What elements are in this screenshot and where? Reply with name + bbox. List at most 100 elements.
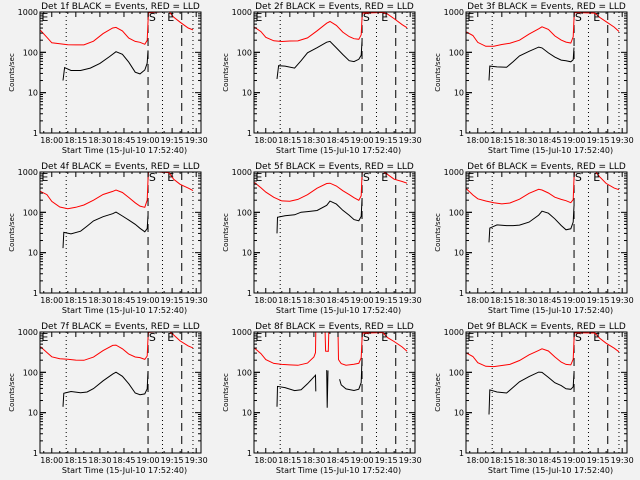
x-tick-label: 18:45 bbox=[326, 456, 349, 465]
y-tick-label: 10 bbox=[242, 89, 252, 98]
panel-title: Det 2f BLACK = Events, RED = LLD bbox=[255, 2, 414, 12]
y-tick-label: 10 bbox=[242, 249, 252, 258]
series-events bbox=[62, 211, 149, 249]
x-tick-label: 19:15 bbox=[161, 296, 184, 305]
panel-title: Det 4f BLACK = Events, RED = LLD bbox=[41, 162, 200, 172]
marker-letter: S bbox=[149, 331, 156, 344]
x-tick-label: 18:00 bbox=[40, 136, 63, 145]
x-tick-label: 18:15 bbox=[490, 136, 513, 145]
x-tick-label: 19:30 bbox=[185, 136, 208, 145]
series-lld bbox=[40, 332, 194, 361]
x-tick-label: 18:00 bbox=[40, 456, 63, 465]
marker-letter: S bbox=[363, 11, 370, 24]
panel-title: Det 6f BLACK = Events, RED = LLD bbox=[467, 162, 626, 172]
y-tick-label: 100 bbox=[237, 368, 252, 377]
panel-title: Det 8f BLACK = Events, RED = LLD bbox=[255, 322, 414, 332]
panel-title: Det 7f BLACK = Events, RED = LLD bbox=[41, 322, 200, 332]
x-tick-label: 18:00 bbox=[254, 456, 277, 465]
y-tick-label: 1000 bbox=[18, 168, 38, 177]
y-tick-label: 100 bbox=[449, 48, 464, 57]
y-tick-label: 1 bbox=[459, 449, 464, 458]
series-events bbox=[62, 370, 149, 407]
marker-letter: E bbox=[593, 171, 600, 184]
y-axis-label: Counts/sec bbox=[8, 213, 16, 252]
marker-letter: E bbox=[255, 171, 262, 184]
marker-letter: S bbox=[575, 331, 582, 344]
x-tick-label: 19:00 bbox=[351, 456, 374, 465]
x-tick-label: 18:00 bbox=[254, 136, 277, 145]
y-tick-label: 100 bbox=[23, 48, 38, 57]
y-tick-label: 1000 bbox=[18, 8, 38, 17]
y-tick-label: 1000 bbox=[232, 168, 252, 177]
y-tick-label: 1 bbox=[247, 289, 252, 298]
marker-letter: S bbox=[363, 171, 370, 184]
plot-frame bbox=[39, 331, 202, 454]
x-axis-label: Start Time (15-Jul-10 17:52:40) bbox=[488, 146, 613, 155]
series-events bbox=[488, 205, 575, 243]
x-tick-label: 19:30 bbox=[611, 136, 634, 145]
y-tick-label: 1000 bbox=[232, 328, 252, 337]
y-tick-label: 100 bbox=[23, 208, 38, 217]
x-axis-label: Start Time (15-Jul-10 17:52:40) bbox=[276, 146, 401, 155]
x-tick-label: 18:00 bbox=[40, 296, 63, 305]
marker-letter: E bbox=[593, 331, 600, 344]
x-tick-label: 18:45 bbox=[538, 136, 561, 145]
y-tick-label: 10 bbox=[28, 249, 38, 258]
y-tick-label: 10 bbox=[454, 249, 464, 258]
y-tick-label: 1 bbox=[459, 129, 464, 138]
plot-frame bbox=[465, 331, 628, 454]
x-tick-label: 19:00 bbox=[563, 456, 586, 465]
x-tick-label: 18:30 bbox=[514, 296, 537, 305]
series-events bbox=[62, 50, 149, 81]
y-tick-label: 1000 bbox=[444, 8, 464, 17]
marker-letter: E bbox=[41, 331, 48, 344]
x-tick-label: 19:00 bbox=[563, 296, 586, 305]
x-tick-label: 19:15 bbox=[375, 136, 398, 145]
x-tick-label: 18:15 bbox=[278, 456, 301, 465]
x-axis-label: Start Time (15-Jul-10 17:52:40) bbox=[62, 306, 187, 315]
x-tick-label: 18:30 bbox=[302, 456, 325, 465]
plot-frame bbox=[465, 171, 628, 294]
series-lld bbox=[254, 12, 408, 43]
x-tick-label: 18:30 bbox=[514, 136, 537, 145]
panel-title: Det 3f BLACK = Events, RED = LLD bbox=[467, 2, 626, 12]
x-tick-label: 18:30 bbox=[88, 456, 111, 465]
marker-letter: E bbox=[467, 331, 474, 344]
y-axis-label: Counts/sec bbox=[222, 213, 230, 252]
y-tick-label: 1 bbox=[459, 289, 464, 298]
x-tick-label: 19:15 bbox=[161, 136, 184, 145]
x-tick-label: 19:00 bbox=[351, 296, 374, 305]
marker-letter: E bbox=[167, 331, 174, 344]
x-tick-label: 19:00 bbox=[137, 456, 160, 465]
series-lld bbox=[40, 172, 194, 210]
y-axis-label: Counts/sec bbox=[8, 53, 16, 92]
series-lld bbox=[466, 12, 620, 47]
plot-frame bbox=[253, 331, 416, 454]
x-tick-label: 19:15 bbox=[375, 456, 398, 465]
x-tick-label: 19:30 bbox=[399, 296, 422, 305]
x-tick-label: 18:45 bbox=[112, 136, 135, 145]
y-axis-label: Counts/sec bbox=[434, 213, 442, 252]
x-tick-label: 18:00 bbox=[466, 136, 489, 145]
x-tick-label: 19:30 bbox=[399, 136, 422, 145]
series-lld bbox=[466, 332, 620, 368]
y-tick-label: 1000 bbox=[232, 8, 252, 17]
x-tick-label: 18:15 bbox=[64, 296, 87, 305]
panel-title: Det 5f BLACK = Events, RED = LLD bbox=[255, 162, 414, 172]
x-tick-label: 19:30 bbox=[611, 456, 634, 465]
marker-letter: E bbox=[167, 11, 174, 24]
x-tick-label: 18:00 bbox=[254, 296, 277, 305]
x-tick-label: 18:15 bbox=[64, 136, 87, 145]
x-axis-label: Start Time (15-Jul-10 17:52:40) bbox=[276, 466, 401, 475]
x-tick-label: 19:15 bbox=[375, 296, 398, 305]
x-tick-label: 19:15 bbox=[587, 136, 610, 145]
x-axis-label: Start Time (15-Jul-10 17:52:40) bbox=[62, 466, 187, 475]
marker-letter: E bbox=[381, 11, 388, 24]
y-axis-label: Counts/sec bbox=[8, 373, 16, 412]
y-tick-label: 1000 bbox=[444, 168, 464, 177]
x-tick-label: 18:15 bbox=[64, 456, 87, 465]
plot-frame bbox=[465, 11, 628, 134]
